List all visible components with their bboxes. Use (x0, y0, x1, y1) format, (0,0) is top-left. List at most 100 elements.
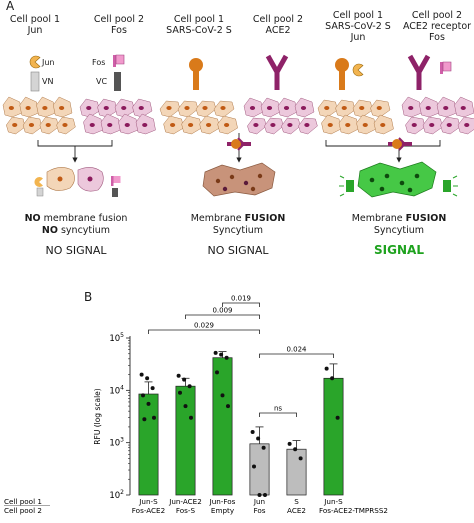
data-point (151, 415, 156, 420)
data-point (220, 393, 225, 398)
cell-sheet-pink-2 (243, 97, 318, 135)
label-fos: Fos (92, 58, 106, 67)
pool2-tick-label: ACE2 (287, 506, 306, 515)
y-tick-label: 105 (109, 332, 124, 344)
data-point (250, 429, 255, 434)
panel-a-illustration (2, 54, 474, 198)
y-tick-label: 103 (109, 437, 124, 449)
spike-ace2-binding-icon-2 (388, 137, 412, 151)
col2-caption-rest1: Membrane (190, 213, 245, 224)
data-point (224, 355, 229, 360)
fos-flag-icon (113, 54, 125, 67)
data-point (219, 352, 224, 357)
bar-jun-fos-empty (212, 357, 233, 496)
col1-pool1-gene: Jun (27, 25, 43, 36)
col3-caption-bold1: FUSION (405, 213, 447, 224)
data-point (178, 390, 183, 395)
data-point (225, 404, 230, 409)
spike-protein-icon (189, 58, 203, 90)
data-point (335, 415, 340, 420)
col3-pool1-header: Cell pool 1 SARS-CoV-2 S Jun (318, 10, 398, 43)
bar-jun-ace2-fos-s (175, 385, 196, 496)
col1-caption-rest2: syncytium (57, 224, 111, 236)
data-point (252, 464, 257, 469)
vn-fragment-icon (30, 71, 40, 92)
jun-pacman-icon (29, 55, 41, 69)
col3-caption-rest1: Membrane (351, 213, 406, 224)
label-vn: VN (42, 77, 54, 86)
significance-bracket: ns (259, 405, 297, 417)
data-point (187, 384, 192, 389)
col1-caption-rest1: membrane fusion (40, 213, 128, 224)
bar-jun-s-fos-ace2-tmprss2 (323, 377, 344, 496)
pool2-tick-label: Fos (253, 506, 265, 515)
data-point (176, 373, 181, 378)
bar-s-ace2 (286, 448, 307, 496)
y-axis-label: RFU (log scale) (93, 388, 102, 444)
data-point (330, 376, 335, 381)
ace2-receptor-icon (265, 54, 289, 90)
pool1-tick-label: Jun-ACE2 (168, 497, 202, 506)
col3-signal: SIGNAL (374, 243, 424, 257)
pool2-tick-label: Fos-ACE2-TMPRSS2 (319, 506, 388, 515)
data-point (139, 372, 144, 377)
cell-sheet-orange-2 (159, 100, 238, 135)
col2-caption-bold1: FUSION (244, 213, 286, 224)
spike-ace2-binding-icon (227, 137, 251, 151)
col2-pool1-title: Cell pool 1 (173, 14, 225, 25)
col2-signal: NO SIGNAL (207, 244, 269, 257)
vc-fragment-icon (114, 72, 121, 91)
significance-bracket: 0.029 (148, 322, 260, 334)
col2-caption: Membrane FUSION Syncytium (172, 213, 304, 236)
y-tick-label: 104 (109, 384, 124, 396)
data-point (150, 386, 155, 391)
panel-b-letter: B (84, 290, 93, 304)
significance-bracket: 0.019 (222, 295, 260, 307)
p-value-label: ns (274, 405, 282, 413)
col1-caption: NO membrane fusion NO syncytium (10, 213, 142, 236)
pool1-tick-label: Jun-S (138, 497, 158, 506)
col2-caption-2: Syncytium (212, 224, 264, 236)
pool1-tick-label: Jun-Fos (209, 497, 236, 506)
data-point (215, 370, 220, 375)
jun-pacman-icon-2 (352, 63, 364, 77)
data-point (183, 404, 188, 409)
cell-sheet-orange-3 (317, 99, 394, 135)
col3-pool1-title: Cell pool 1 (332, 10, 384, 21)
spike-protein-icon-2 (335, 58, 349, 90)
col1-signal: NO SIGNAL (45, 244, 107, 257)
cell-sheet-pink-3 (401, 96, 474, 135)
data-point (188, 415, 193, 420)
label-jun: Jun (42, 58, 55, 67)
fos-flag-icon-2 (440, 61, 452, 74)
col1-pool2-header: Cell pool 2 Fos (88, 14, 150, 36)
data-point (145, 376, 150, 381)
col2-pool1-header: Cell pool 1 SARS-CoV-2 S (158, 14, 240, 36)
data-point (256, 436, 261, 441)
syncytium-illustration (202, 162, 276, 197)
col1-caption-bold1: NO (24, 213, 41, 224)
col3-caption-2: Syncytium (373, 224, 425, 236)
col3-pool2-header: Cell pool 2 ACE2 receptor Fos (400, 10, 474, 43)
data-point (141, 393, 146, 398)
ace2-receptor-icon-2 (407, 54, 431, 90)
col3-pool2-gene1: ACE2 receptor (402, 21, 472, 32)
row-label-pool2: Cell pool 2 (4, 506, 42, 515)
p-value-label: 0.019 (231, 295, 251, 303)
y-tick-label: 102 (109, 489, 124, 501)
data-point (182, 377, 187, 382)
data-point (324, 366, 329, 371)
cell-sheet-pink-1 (79, 98, 156, 135)
col2-pool2-title: Cell pool 2 (252, 14, 304, 25)
data-point (261, 445, 266, 450)
pool2-tick-label: Empty (211, 506, 235, 515)
col3-pool1-gene1: SARS-CoV-2 S (325, 21, 391, 32)
data-point (287, 441, 292, 446)
cell-sheet-orange-1 (2, 96, 76, 135)
col3-caption: Membrane FUSION Syncytium (333, 213, 465, 236)
pool1-tick-label: Jun-S (323, 497, 343, 506)
data-point (142, 417, 147, 422)
data-point (146, 401, 151, 406)
bar-jun-s-fos-ace2 (138, 393, 159, 496)
